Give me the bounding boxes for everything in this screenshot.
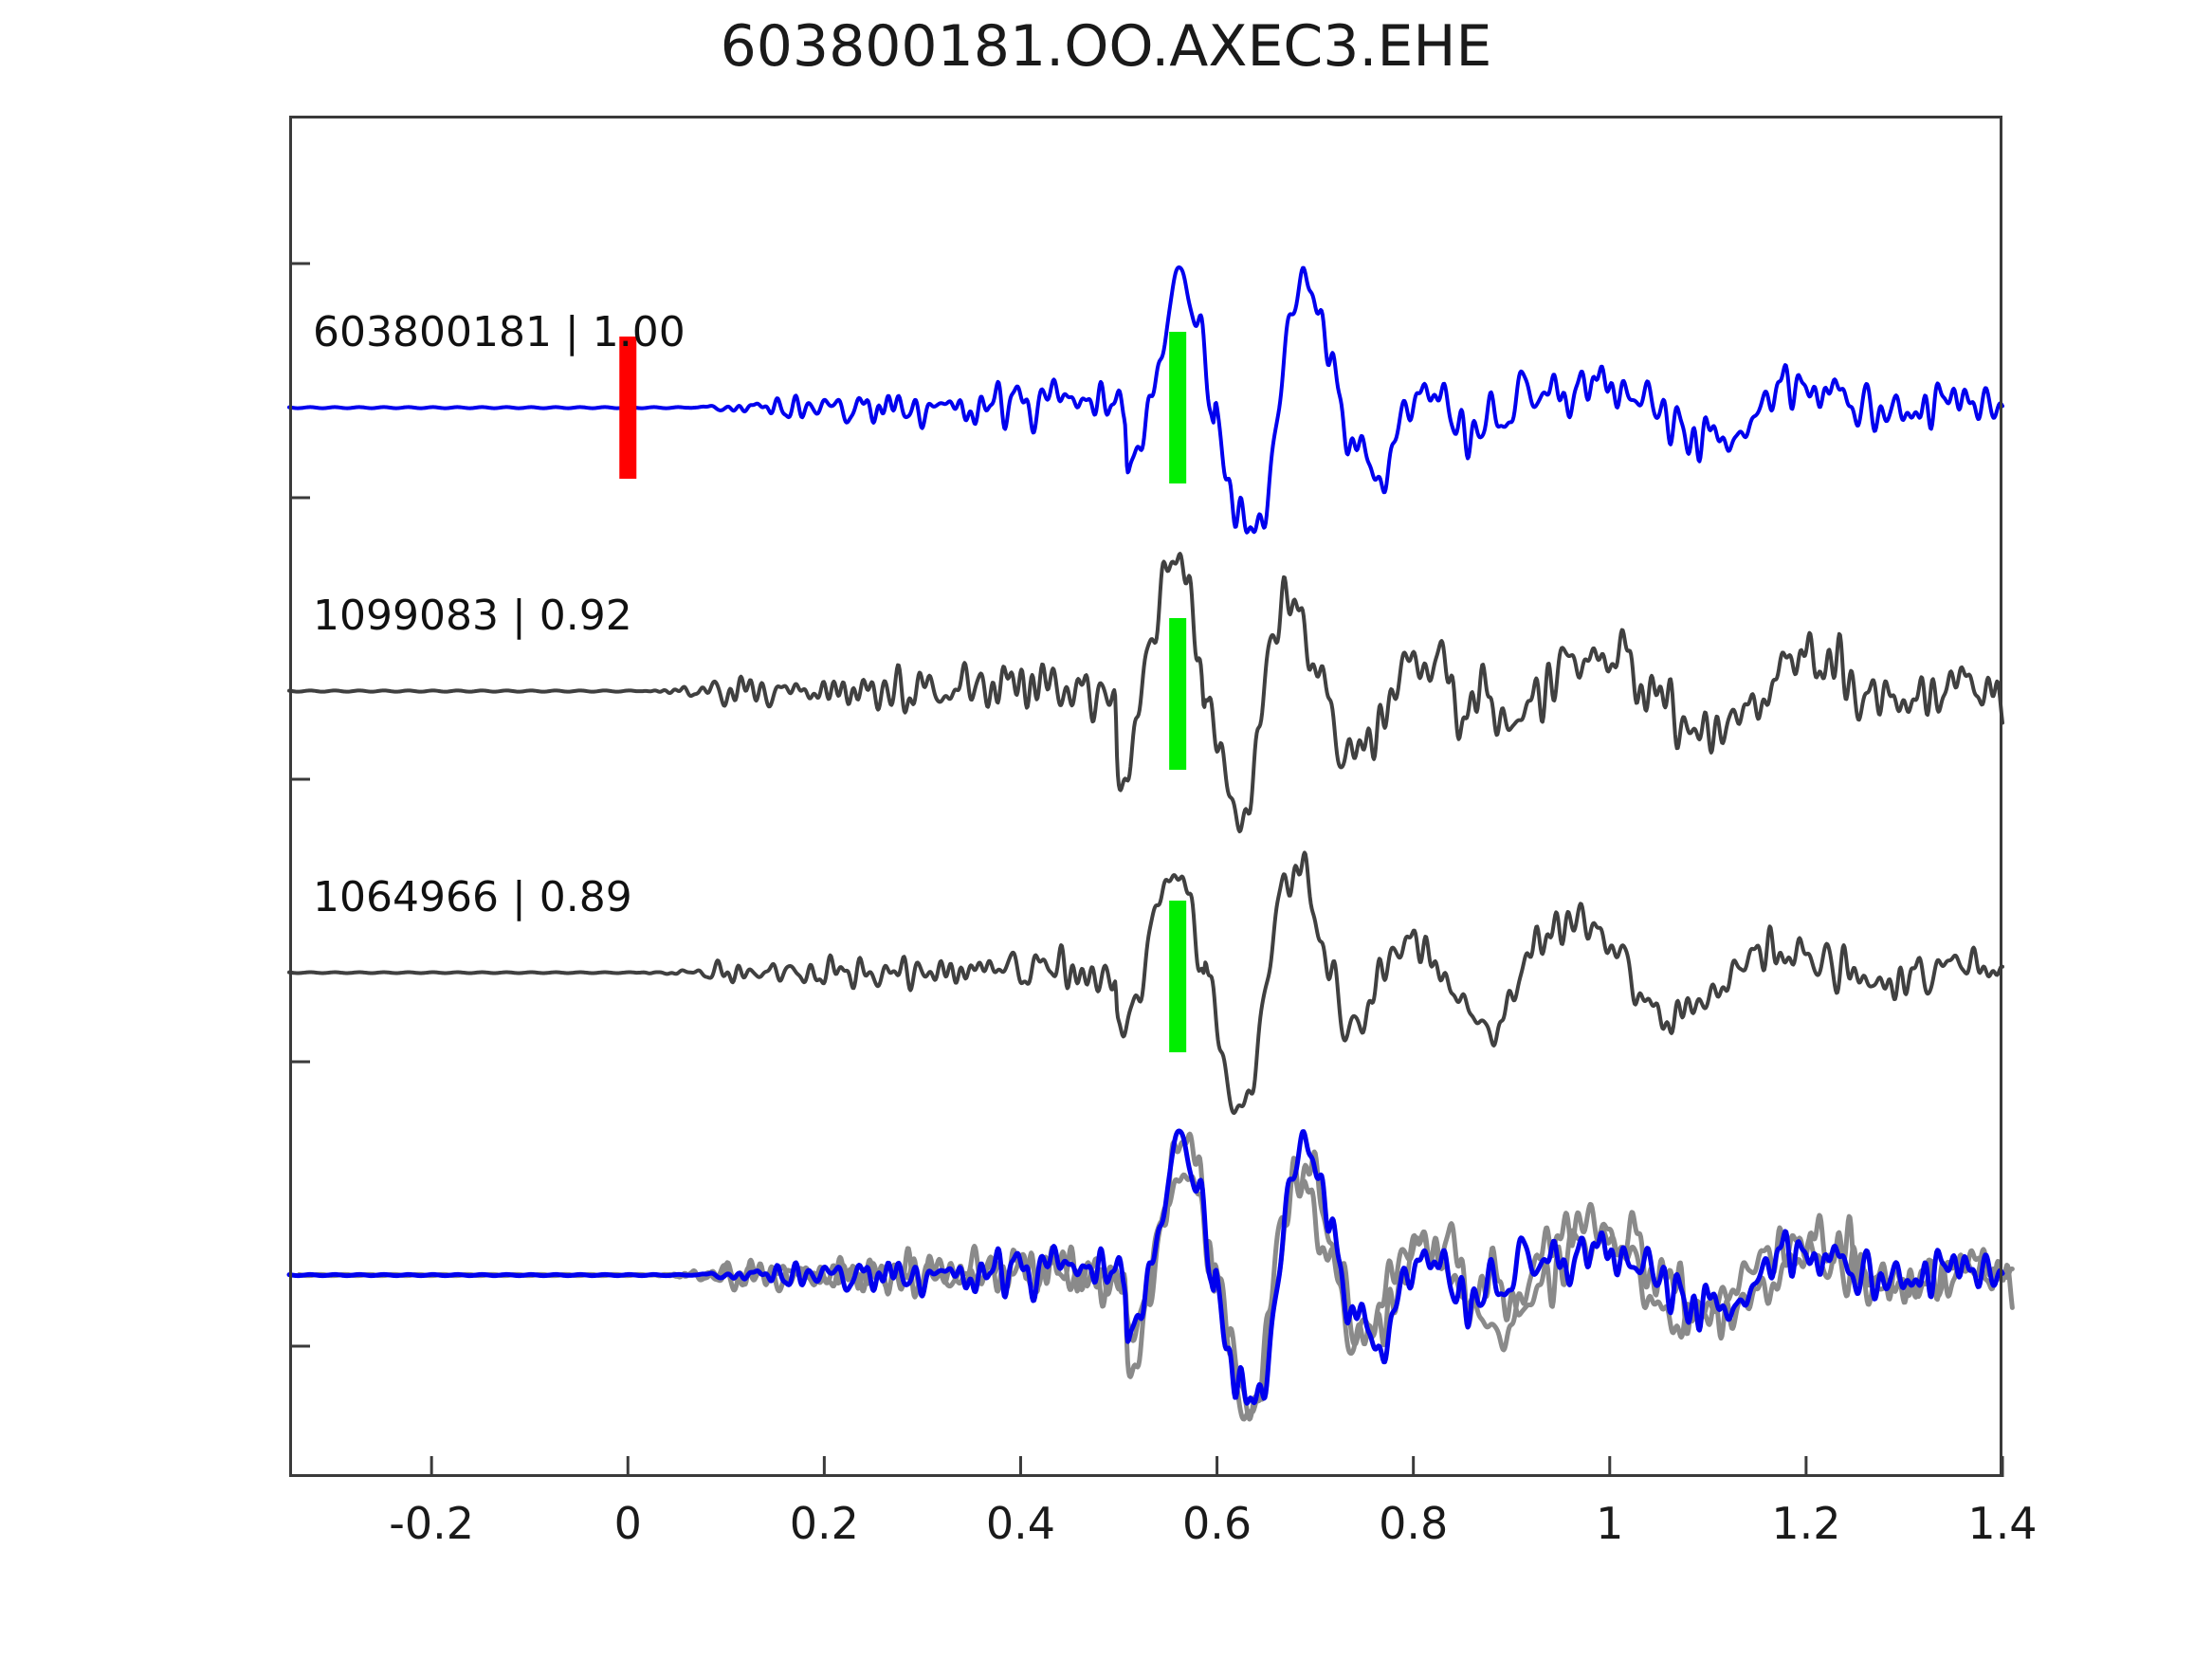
x-tick-label: -0.2 <box>389 1498 475 1549</box>
x-tick-label: 0.4 <box>985 1498 1056 1549</box>
x-tick-label: 0.6 <box>1181 1498 1252 1549</box>
x-tick-label: 1 <box>1596 1498 1624 1549</box>
detection-pick-marker-603800181[interactable] <box>1169 332 1187 483</box>
x-tick-label: 0.2 <box>789 1498 859 1549</box>
trace-path-1064966 <box>287 850 2004 1115</box>
page-title: 603800181.OO.AXEC3.EHE <box>720 13 1492 80</box>
trace-label-1099083: 1099083 | 0.92 <box>313 592 632 640</box>
axis-ticks <box>289 262 2004 1477</box>
pick-marker-group <box>619 332 1187 1052</box>
composite-path-603800181 <box>286 1128 2005 1406</box>
trace-group <box>286 265 2015 1422</box>
x-tick-label: 0 <box>613 1498 642 1549</box>
trace-path-1099083 <box>287 552 2004 833</box>
trace-path-603800181 <box>287 265 2004 535</box>
trace-label-1064966: 1064966 | 0.89 <box>313 873 632 921</box>
x-tick-label: 1.2 <box>1771 1498 1841 1549</box>
detection-pick-marker-1099083[interactable] <box>1169 618 1187 770</box>
reference-pick-marker[interactable] <box>619 337 637 479</box>
x-tick-label: 1.4 <box>1967 1498 2038 1549</box>
trace-label-603800181: 603800181 | 1.00 <box>313 308 686 356</box>
x-tick-label: 0.8 <box>1379 1498 1449 1549</box>
waveform-canvas <box>286 262 2015 1477</box>
detection-pick-marker-1064966[interactable] <box>1169 901 1187 1052</box>
